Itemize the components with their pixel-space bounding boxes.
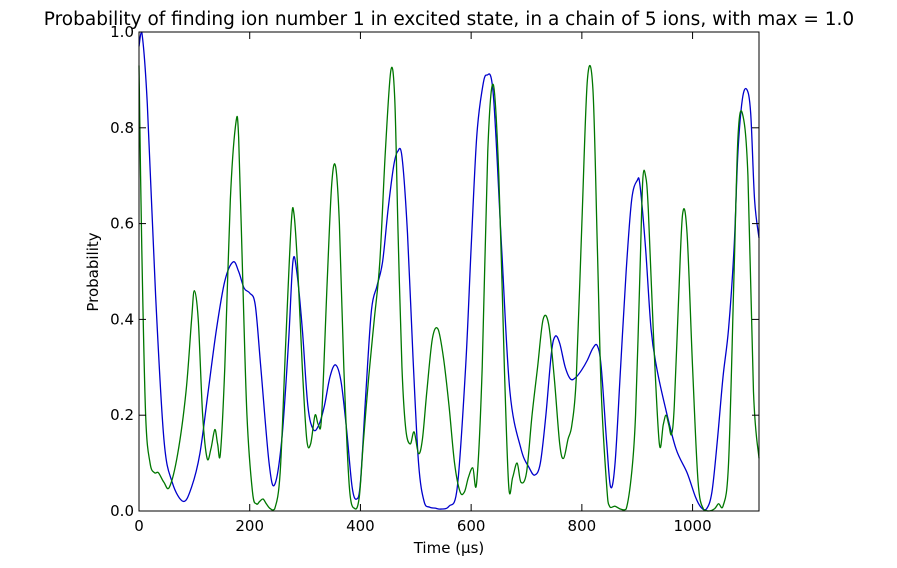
y-tick-label: 0.8	[110, 119, 134, 137]
chart-title: Probability of finding ion number 1 in e…	[44, 9, 854, 30]
x-axis-label: Time (μs)	[413, 539, 485, 557]
x-tick-label: 600	[457, 517, 486, 535]
y-tick-label: 0.2	[110, 406, 134, 424]
x-tick-label: 0	[134, 517, 144, 535]
x-tick-label: 800	[568, 517, 597, 535]
series-layer	[139, 32, 759, 511]
x-tick-label: 400	[346, 517, 375, 535]
y-tick-label: 1.0	[110, 23, 134, 41]
plot-area: 0 200 400 600 800 1000 0.0 0.2 0.4 0.6 0.8 1.0	[110, 23, 759, 535]
x-tick-label: 200	[235, 517, 264, 535]
y-tick-label: 0.6	[110, 215, 134, 233]
series-line-blue	[139, 32, 759, 510]
axes-frame	[139, 32, 759, 511]
y-axis-label: Probability	[84, 232, 102, 311]
series-line-green	[139, 65, 759, 511]
x-tick-label: 1000	[673, 517, 711, 535]
y-tick-label: 0.4	[110, 310, 134, 328]
y-tick-label: 0.0	[110, 502, 134, 520]
